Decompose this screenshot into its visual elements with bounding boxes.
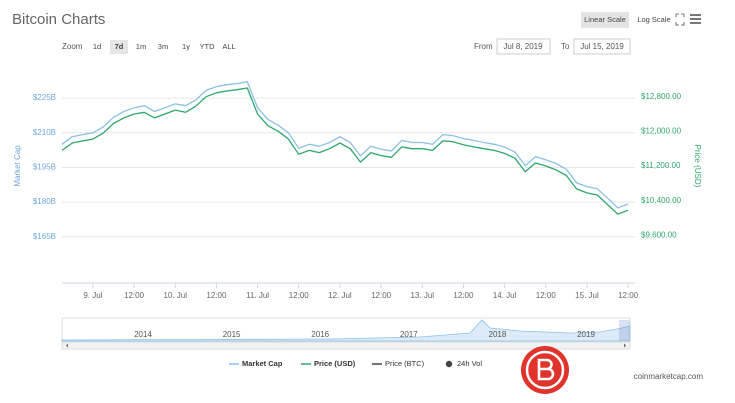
fullscreen-icon[interactable] — [675, 13, 685, 26]
x-tick-label: 9. Jul — [83, 291, 102, 300]
scrollbar[interactable] — [61, 341, 631, 350]
credit: coinmarketcap.com — [634, 372, 704, 381]
series-line — [61, 81, 629, 209]
x-tick-label: 13. Jul — [410, 291, 434, 300]
logo-ring — [525, 350, 565, 390]
y2-axis-title: Price (USD) — [693, 145, 702, 188]
legend-label[interactable]: Market Cap — [242, 359, 283, 368]
y-tick-label: $210B — [33, 128, 56, 137]
navigator — [61, 317, 631, 350]
x-tick-label: 15. Jul — [575, 291, 599, 300]
zoom-button[interactable]: 1y — [182, 42, 190, 51]
x-tick-label: 12:00 — [289, 291, 310, 300]
x-tick-label: 12:00 — [206, 291, 227, 300]
navigator-years: 2014 2015 2016 2017 2018 2019 — [134, 330, 595, 339]
x-tick-label: 12:00 — [618, 291, 639, 300]
y-tick-label: $225B — [33, 93, 56, 102]
watermark-logo — [521, 346, 569, 394]
series-line — [61, 87, 629, 215]
legend-symbol[interactable] — [445, 360, 453, 368]
from-value[interactable]: Jul 8, 2019 — [503, 42, 543, 51]
y-tick-label: $165B — [33, 232, 56, 241]
navigator-year: 2015 — [223, 330, 241, 339]
legend: Market Cap Price (USD) Price (BTC) 24h Vol — [229, 359, 482, 368]
plot-area: $225B $210B $195B $180B $165B $12,800.00 $12,0… — [33, 81, 682, 300]
navigator-year: 2016 — [311, 330, 329, 339]
x-tick-label: 11. Jul — [246, 291, 269, 300]
log-scale-button[interactable]: Log Scale — [637, 15, 670, 24]
zoom-buttons: 1d 7d 1m 3m 1y YTD ALL — [93, 40, 236, 54]
zoom-button[interactable]: YTD — [200, 42, 216, 51]
x-tick-label: 12:00 — [124, 291, 145, 300]
y-tick-label: $180B — [33, 197, 56, 206]
to-value[interactable]: Jul 15, 2019 — [580, 42, 624, 51]
to-input[interactable] — [573, 38, 631, 55]
menu-icon[interactable] — [690, 14, 701, 24]
y2-tick-label: $12,000.00 — [641, 126, 682, 135]
zoom-button[interactable]: ALL — [222, 42, 235, 51]
zoom-button[interactable]: 7d — [115, 42, 124, 51]
navigator-year: 2019 — [577, 330, 595, 339]
y2-tick-label: $9,600.00 — [641, 230, 677, 239]
y-axis-title: Market Cap — [13, 145, 22, 187]
legend-label[interactable]: 24h Vol — [457, 359, 482, 368]
y2-tick-label: $10,400.00 — [641, 196, 682, 205]
navigator-selection[interactable] — [619, 320, 630, 341]
from-label: From — [474, 42, 493, 51]
zoom-button-bg[interactable] — [110, 40, 128, 54]
x-tick-label: 12:00 — [453, 291, 474, 300]
x-tick-label: 12:00 — [536, 291, 557, 300]
zoom-button[interactable]: 3m — [158, 42, 168, 51]
y2-tick-label: $12,800.00 — [641, 92, 682, 101]
x-tick-label: 10. Jul — [163, 291, 187, 300]
legend-label[interactable]: Price (BTC) — [385, 359, 425, 368]
zoom-button[interactable]: 1m — [136, 42, 146, 51]
logo-glyph — [537, 358, 555, 381]
x-tick-label: 14. Jul — [493, 291, 517, 300]
x-tick-label: 12:00 — [371, 291, 392, 300]
from-input[interactable] — [496, 38, 551, 55]
linear-scale-button[interactable]: Linear Scale — [584, 15, 626, 24]
chart-title: Bitcoin Charts — [12, 11, 105, 28]
to-label: To — [561, 42, 570, 51]
linear-scale-button-bg[interactable] — [581, 12, 629, 28]
y-tick-label: $195B — [33, 163, 56, 172]
x-tick-label: 12. Jul — [328, 291, 352, 300]
legend-label[interactable]: Price (USD) — [314, 359, 356, 368]
navigator-year: 2014 — [134, 330, 152, 339]
navigator-year: 2017 — [400, 330, 418, 339]
zoom-button[interactable]: 1d — [93, 42, 101, 51]
zoom-label: Zoom — [62, 42, 83, 51]
navigator-year: 2018 — [489, 330, 507, 339]
navigator-area — [61, 319, 631, 342]
y2-tick-label: $11,200.00 — [641, 161, 681, 170]
